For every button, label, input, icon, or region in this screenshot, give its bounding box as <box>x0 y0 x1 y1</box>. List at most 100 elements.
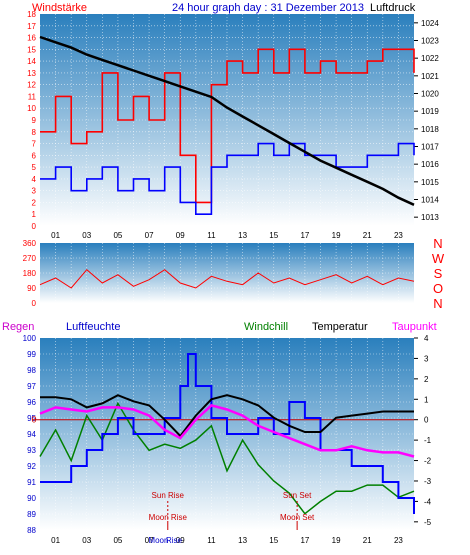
header-left-label: Windstärke <box>32 2 87 14</box>
pressure-tick-label: 1020 <box>421 90 439 99</box>
x-extra-label: Moon <box>148 536 168 545</box>
pressure-tick-label: 1022 <box>421 54 439 63</box>
temperature-humidity-series: 0 <box>31 353 415 515</box>
x-tick-label: 21 <box>363 231 372 240</box>
panel3-grid <box>40 338 414 530</box>
wind-tick-label: 14 <box>27 57 36 66</box>
compass-label: S <box>434 266 443 281</box>
wind-tick-label: 1 <box>32 210 37 219</box>
humidity-tick-label: 91 <box>27 478 36 487</box>
direction-tick-label: 0 <box>32 299 37 308</box>
humidity-tick-label: 94 <box>27 430 36 439</box>
wind-tick-label: 16 <box>27 34 36 43</box>
x-tick-label: 03 <box>82 231 91 240</box>
panel1-x-ticks: 01 03 05 07 09 11 13 15 17 19 21 23 <box>51 231 403 240</box>
temperature-tick-label: 4 <box>424 334 429 343</box>
x-tick-label: 23 <box>394 536 403 545</box>
x-tick-label: 07 <box>145 536 154 545</box>
temperature-tick-label: -3 <box>424 477 432 486</box>
direction-tick-label: 180 <box>23 269 37 278</box>
direction-tick-label: 90 <box>27 284 36 293</box>
panel2-grid <box>40 243 414 303</box>
compass-label: W <box>432 251 445 266</box>
temperature-tick-label: -1 <box>424 436 432 445</box>
humidity-tick-label: 96 <box>27 398 36 407</box>
x-tick-label: 21 <box>363 536 372 545</box>
temperature-axis-ticks: -5 -4 -3 -2 -1 0 1 2 3 4 <box>414 334 432 527</box>
legend-item: Temperatur <box>312 321 368 333</box>
wind-direction-series <box>39 268 415 289</box>
x-tick-label: 13 <box>238 536 247 545</box>
x-tick-label: 05 <box>113 536 122 545</box>
humidity-tick-label: 100 <box>23 334 37 343</box>
humidity-tick-label: 93 <box>27 446 36 455</box>
x-tick-label: 15 <box>269 536 278 545</box>
compass-label: N <box>433 236 442 251</box>
x-extra-label: Rise <box>166 536 183 545</box>
x-tick-label: 09 <box>176 231 185 240</box>
x-tick-label: 01 <box>51 536 60 545</box>
humidity-line <box>40 353 415 514</box>
chart-title: 24 hour graph day : 31 Dezember 2013 <box>172 2 364 14</box>
pressure-tick-label: 1015 <box>421 178 439 187</box>
sun-moon-events: Sun Rise Moon Rise Sun Set Moon Set <box>149 491 315 530</box>
humidity-tick-label: 89 <box>27 510 36 519</box>
wind-direction-line <box>39 268 415 289</box>
x-tick-label: 17 <box>300 231 309 240</box>
wind-mean-line <box>40 142 415 215</box>
temperature-tick-label: 3 <box>424 354 429 363</box>
zero-line-label: 0 <box>31 415 36 425</box>
event-label: Sun Set <box>283 491 312 500</box>
legend-item: Luftfeuchte <box>66 321 120 333</box>
humidity-tick-label: 95 <box>27 414 36 423</box>
humidity-tick-label: 90 <box>27 494 36 503</box>
pressure-line <box>39 35 415 206</box>
humidity-tick-label: 97 <box>27 382 36 391</box>
humidity-tick-label: 92 <box>27 462 36 471</box>
event-label: Moon Rise <box>149 513 188 522</box>
x-tick-label: 11 <box>207 536 216 545</box>
x-tick-label: 07 <box>145 231 154 240</box>
humidity-tick-label: 88 <box>27 526 36 535</box>
wind-tick-label: 17 <box>27 22 36 31</box>
event-label: Sun Rise <box>152 491 185 500</box>
wind-tick-label: 11 <box>28 92 37 101</box>
direction-tick-label: 270 <box>23 254 37 263</box>
wind-tick-label: 0 <box>32 222 37 231</box>
x-tick-label: 01 <box>51 231 60 240</box>
wind-tick-label: 4 <box>32 175 37 184</box>
temperature-tick-label: -4 <box>424 497 432 506</box>
temperature-tick-label: -5 <box>424 518 432 527</box>
pressure-tick-label: 1024 <box>421 19 439 28</box>
humidity-tick-label: 99 <box>27 350 36 359</box>
wind-tick-label: 15 <box>27 45 36 54</box>
wind-tick-label: 10 <box>27 104 36 113</box>
header-right-label: Luftdruck <box>370 2 416 14</box>
wind-tick-label: 7 <box>32 140 37 149</box>
pressure-tick-label: 1018 <box>421 125 439 134</box>
x-tick-label: 11 <box>207 231 216 240</box>
temperature-tick-label: 0 <box>424 416 429 425</box>
pressure-tick-label: 1019 <box>421 107 439 116</box>
x-tick-label: 19 <box>332 231 341 240</box>
pressure-tick-label: 1021 <box>421 72 439 81</box>
pressure-tick-label: 1013 <box>421 213 439 222</box>
wind-tick-label: 18 <box>27 10 36 19</box>
temperature-tick-label: -2 <box>424 457 432 466</box>
humidity-axis-ticks: 88 89 90 91 92 93 94 95 96 97 98 99 100 <box>23 334 37 535</box>
wind-gust-line <box>40 48 415 204</box>
x-tick-label: 09 <box>176 536 185 545</box>
panel3-legend: Regen Luftfeuchte Windchill Temperatur Taupu… <box>2 321 437 333</box>
wind-tick-label: 3 <box>32 187 37 196</box>
x-tick-label: 03 <box>82 536 91 545</box>
temperature-tick-label: 2 <box>424 375 429 384</box>
wind-tick-label: 8 <box>32 128 37 137</box>
wind-tick-label: 2 <box>32 198 37 207</box>
compass-label: N <box>433 296 442 311</box>
